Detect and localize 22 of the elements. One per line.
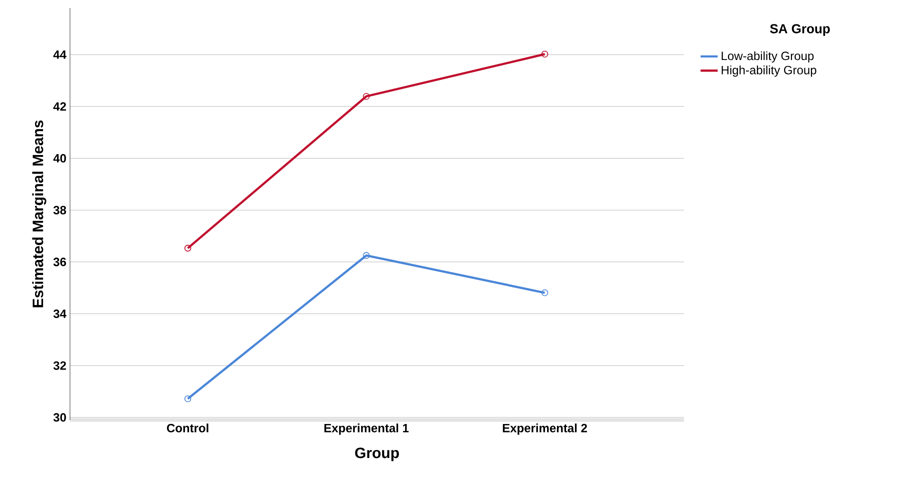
x-tick-label: Control [166,424,208,432]
y-tick-label: 44 [53,50,66,59]
point [541,50,548,58]
y-tick-label: 30 [53,413,66,422]
y-tick-label: 32 [53,361,66,370]
point [362,92,370,100]
legend-label: High-ability Group [722,66,816,77]
y-tick-label: 38 [53,206,66,214]
y-tick-label: 34 [53,310,66,318]
point [362,252,370,259]
y-tick-label: 36 [53,258,66,266]
point [184,395,192,402]
x-axis-title: Group [355,448,399,462]
x-tick-label: Experimental 1 [324,424,409,435]
y-tick-label: 40 [53,154,66,163]
point [541,289,548,296]
y-axis-title: Estimated Marginal Means [32,120,46,308]
x-tick-label: Experimental 2 [502,424,587,435]
y-tick-label: 42 [53,102,66,111]
legend-title: SA Group [770,24,830,36]
point [184,244,192,252]
legend-label: Low-ability Group [722,51,814,63]
